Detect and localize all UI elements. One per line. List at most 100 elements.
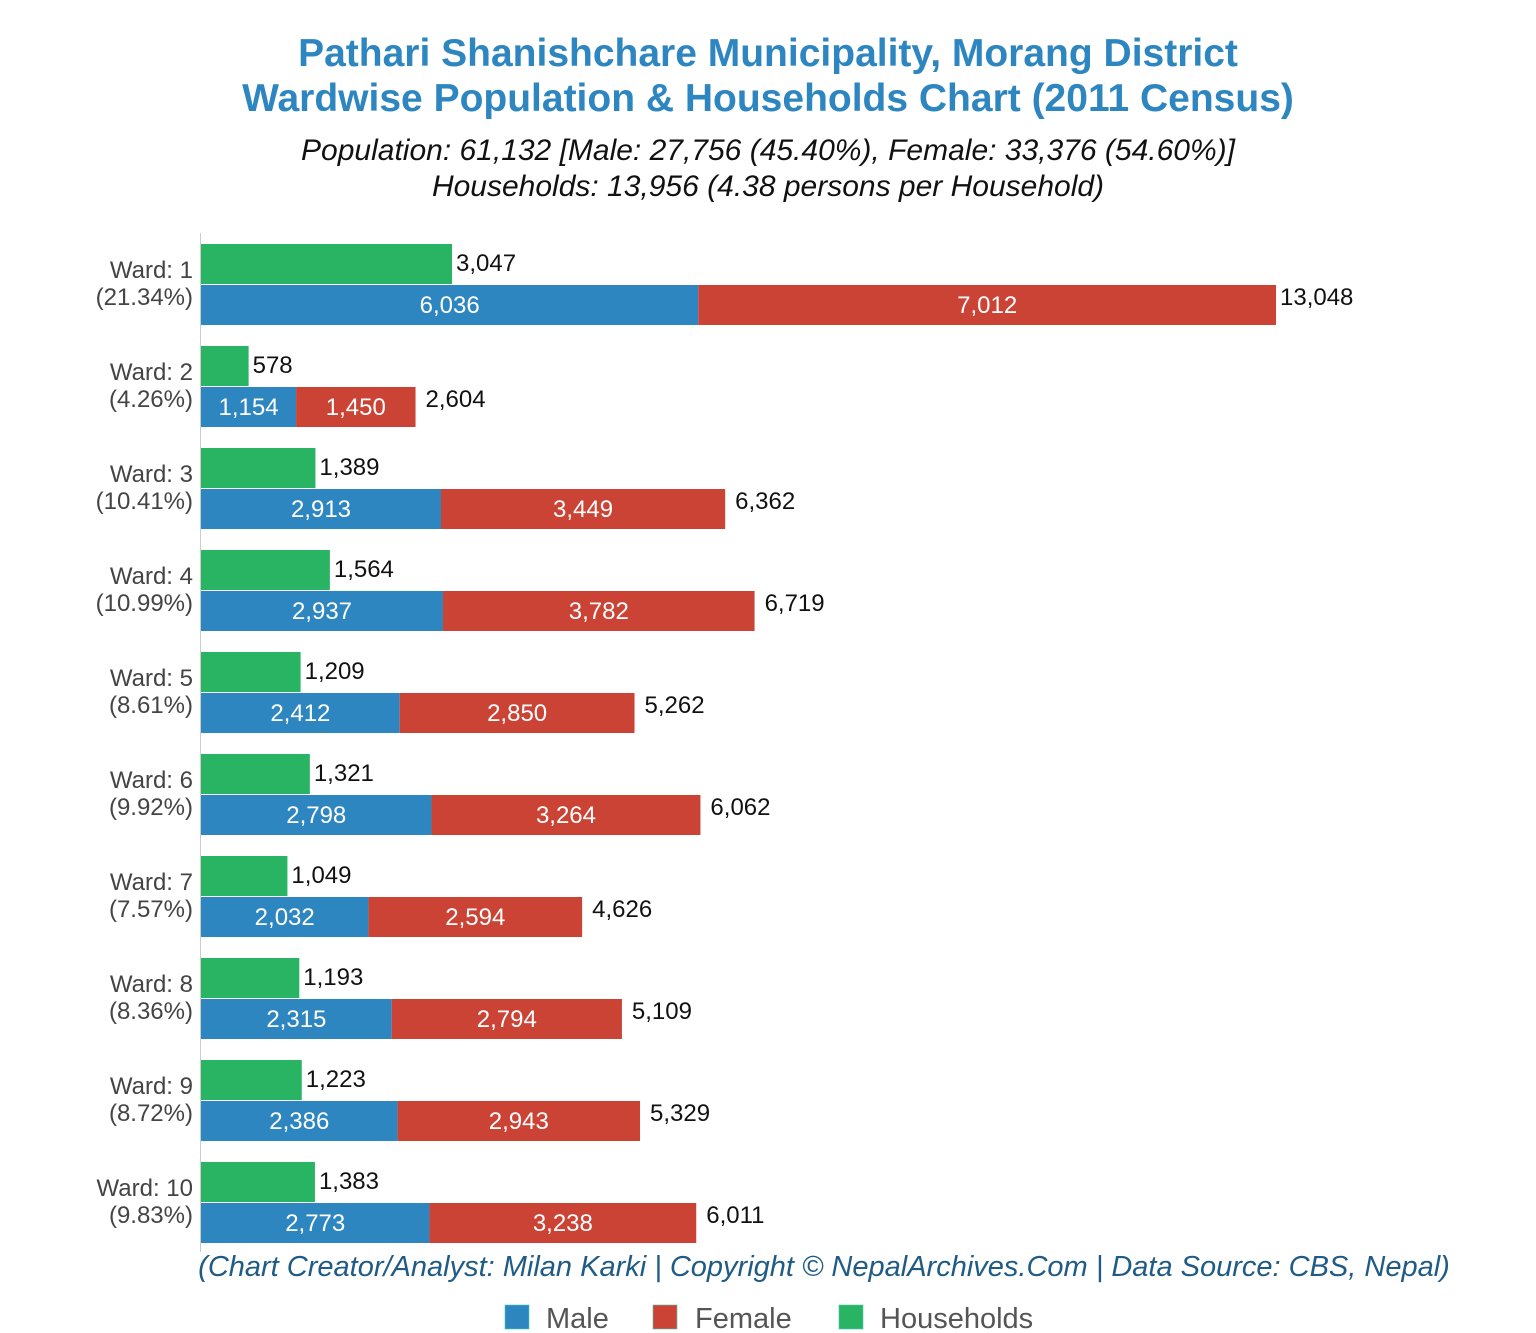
female-bar (368, 897, 583, 937)
female-bar (698, 285, 1276, 325)
male-value-label: 2,913 (291, 496, 351, 523)
ward-share-label: (8.72%) (109, 1100, 193, 1127)
ward-share-label: (4.26%) (109, 386, 193, 413)
male-bar (201, 693, 400, 733)
households-bar (201, 856, 288, 896)
households-value-label: 1,209 (305, 658, 365, 685)
male-bar (201, 489, 441, 529)
ward-share-label: (10.41%) (96, 488, 193, 515)
ward-label: Ward: 5 (110, 665, 193, 692)
legend: Male Female Households (504, 1303, 1033, 1333)
households-bar (201, 244, 453, 284)
households-bar (201, 1162, 315, 1202)
female-bar (429, 1203, 697, 1243)
legend-label-households: Households (880, 1303, 1033, 1333)
total-value-label: 6,719 (765, 590, 825, 617)
total-value-label: 6,362 (735, 488, 795, 515)
total-value-label: 6,062 (710, 794, 770, 821)
households-value-label: 1,193 (303, 964, 363, 991)
legend-swatch-female (652, 1304, 678, 1330)
male-value-label: 2,937 (292, 598, 352, 625)
ward-share-label: (9.83%) (109, 1202, 193, 1229)
households-bar (201, 652, 301, 692)
male-value-label: 2,386 (269, 1108, 329, 1135)
female-bar (397, 1101, 641, 1141)
male-value-label: 2,412 (270, 700, 330, 727)
female-bar (399, 693, 635, 733)
female-bar (296, 387, 416, 427)
ward-label: Ward: 9 (110, 1073, 193, 1100)
ward-label: Ward: 2 (110, 359, 193, 386)
female-value-label: 3,449 (553, 496, 613, 523)
total-value-label: 5,262 (645, 692, 705, 719)
ward-label: Ward: 4 (110, 563, 193, 590)
ward-share-label: (7.57%) (109, 896, 193, 923)
female-bar (440, 489, 726, 529)
households-value-label: 1,049 (291, 862, 351, 889)
legend-swatch-households (838, 1304, 864, 1330)
total-value-label: 6,011 (706, 1202, 764, 1229)
total-value-label: 2,604 (426, 386, 486, 413)
female-value-label: 2,594 (445, 904, 505, 931)
female-value-label: 3,264 (536, 802, 596, 829)
footer-credit: (Chart Creator/Analyst: Milan Karki | Co… (198, 1251, 1450, 1283)
households-bar (201, 958, 300, 998)
female-value-label: 3,782 (569, 598, 629, 625)
total-value-label: 4,626 (592, 896, 652, 923)
households-value-label: 3,047 (456, 250, 516, 277)
ward-label: Ward: 1 (110, 257, 193, 284)
male-value-label: 2,032 (255, 904, 315, 931)
female-value-label: 1,450 (326, 394, 386, 421)
female-value-label: 3,238 (533, 1210, 593, 1237)
ward-share-label: (21.34%) (96, 284, 193, 311)
households-value-label: 1,321 (314, 760, 374, 787)
male-bar (201, 897, 369, 937)
female-value-label: 2,943 (489, 1108, 549, 1135)
ward-label: Ward: 8 (110, 971, 193, 998)
male-value-label: 2,798 (286, 802, 346, 829)
male-value-label: 2,773 (285, 1210, 345, 1237)
ward-share-label: (8.61%) (109, 692, 193, 719)
female-value-label: 7,012 (957, 292, 1017, 319)
male-bar (201, 1203, 430, 1243)
households-bar (201, 1060, 302, 1100)
households-bar (201, 754, 310, 794)
male-bar (201, 285, 699, 325)
female-value-label: 2,794 (477, 1006, 537, 1033)
female-bar (431, 795, 701, 835)
legend-label-female: Female (695, 1303, 792, 1333)
total-value-label: 5,109 (632, 998, 692, 1025)
total-value-label: 5,329 (650, 1100, 710, 1127)
male-bar (201, 795, 432, 835)
households-value-label: 1,223 (306, 1066, 366, 1093)
subtitle-population: Population: 61,132 [Male: 27,756 (45.40%… (301, 134, 1236, 167)
legend-label-male: Male (546, 1303, 609, 1333)
male-bar (201, 999, 392, 1039)
chart-title-line2: Wardwise Population & Households Chart (… (242, 77, 1294, 120)
ward-share-label: (8.36%) (109, 998, 193, 1025)
male-bar (201, 387, 297, 427)
total-value-label: 13,048 (1280, 284, 1353, 311)
ward-share-label: (9.92%) (109, 794, 193, 821)
households-bar (201, 550, 330, 590)
households-bar (201, 346, 249, 386)
households-bar (201, 448, 316, 488)
female-bar (442, 591, 755, 631)
ward-label: Ward: 7 (110, 869, 193, 896)
chart-title-line1: Pathari Shanishchare Municipality, Moran… (298, 32, 1238, 75)
female-value-label: 2,850 (487, 700, 547, 727)
households-value-label: 1,564 (334, 556, 394, 583)
ward-label: Ward: 10 (97, 1175, 193, 1202)
male-value-label: 1,154 (219, 394, 279, 421)
male-value-label: 6,036 (420, 292, 480, 319)
households-value-label: 1,389 (319, 454, 379, 481)
legend-swatch-male (504, 1304, 530, 1330)
male-bar (201, 1101, 398, 1141)
subtitle-households: Households: 13,956 (4.38 persons per Hou… (432, 170, 1104, 203)
female-bar (391, 999, 622, 1039)
households-value-label: 578 (253, 352, 293, 379)
households-value-label: 1,383 (319, 1168, 379, 1195)
ward-label: Ward: 3 (110, 461, 193, 488)
ward-share-label: (10.99%) (96, 590, 193, 617)
